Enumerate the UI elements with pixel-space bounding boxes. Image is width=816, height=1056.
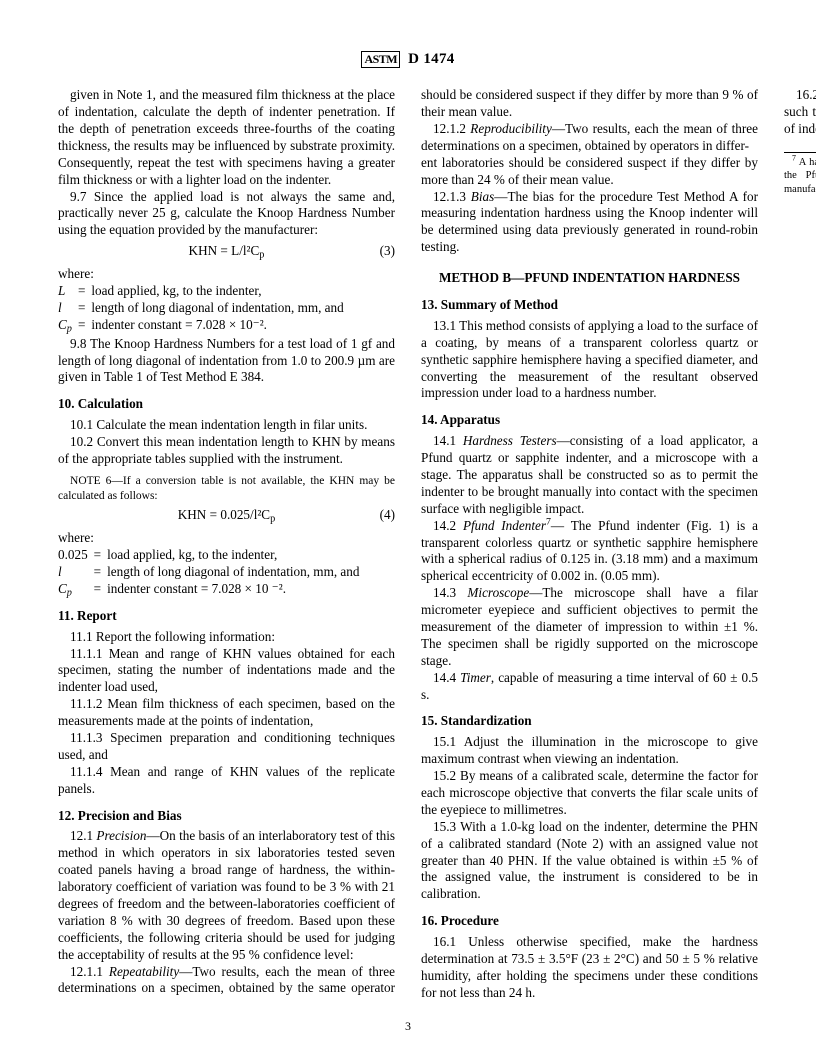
para-14-4: 14.4 Timer, capable of measuring a time … bbox=[421, 670, 758, 704]
sec-13: 13. Summary of Method bbox=[421, 297, 758, 314]
para-10-2: 10.2 Convert this mean indentation lengt… bbox=[58, 434, 395, 468]
body-columns: given in Note 1, and the measured film t… bbox=[58, 87, 758, 1007]
para-16-1: 16.1 Unless otherwise specified, make th… bbox=[421, 934, 758, 1002]
para-12-1-2: 12.1.2 Reproducibility—Two results, each… bbox=[421, 121, 758, 155]
para-14-3: 14.3 Microscope—The microscope shall hav… bbox=[421, 585, 758, 669]
para-13-1: 13.1 This method consists of applying a … bbox=[421, 318, 758, 402]
where-2: where: bbox=[58, 530, 395, 547]
method-b-title: METHOD B—PFUND INDENTATION HARDNESS bbox=[421, 270, 758, 287]
note-6: NOTE 6—If a conversion table is not avai… bbox=[58, 474, 395, 503]
sec-16: 16. Procedure bbox=[421, 913, 758, 930]
para-12-1-2-cont: ent laboratories should be considered su… bbox=[421, 155, 758, 189]
sec-12: 12. Precision and Bias bbox=[58, 808, 395, 825]
para-9-cont: given in Note 1, and the measured film t… bbox=[58, 87, 395, 188]
defs-eq4: 0.025=load applied, kg, to the indenter,… bbox=[58, 547, 359, 598]
para-14-2: 14.2 Pfund Indenter7— The Pfund indenter… bbox=[421, 518, 758, 586]
sec-11: 11. Report bbox=[58, 608, 395, 625]
sec-15: 15. Standardization bbox=[421, 713, 758, 730]
footnote-rule bbox=[784, 152, 816, 153]
footnote-7: 7 A hardness tester meeting the apparatu… bbox=[784, 156, 816, 196]
equation-3: KHN = L/l²Cp (3) bbox=[58, 243, 395, 260]
where-1: where: bbox=[58, 266, 395, 283]
page-number: 3 bbox=[0, 1019, 816, 1034]
para-12-1-3: 12.1.3 Bias—The bias for the procedure T… bbox=[421, 189, 758, 257]
para-15-2: 15.2 By means of a calibrated scale, det… bbox=[421, 768, 758, 819]
astm-logo: ASTM bbox=[361, 51, 400, 68]
para-11-1-1: 11.1.1 Mean and range of KHN values obta… bbox=[58, 646, 395, 697]
equation-4: KHN = 0.025/l²Cp (4) bbox=[58, 507, 395, 524]
para-10-1: 10.1 Calculate the mean indentation leng… bbox=[58, 417, 395, 434]
para-11-1: 11.1 Report the following information: bbox=[58, 629, 395, 646]
para-15-1: 15.1 Adjust the illumination in the micr… bbox=[421, 734, 758, 768]
page-header: ASTM D 1474 bbox=[58, 50, 758, 69]
para-14-1: 14.1 Hardness Testers—consisting of a lo… bbox=[421, 433, 758, 517]
para-16-2: 16.2 Rigidly attach the specimens to the… bbox=[784, 87, 816, 138]
para-11-1-3: 11.1.3 Specimen preparation and conditio… bbox=[58, 730, 395, 764]
para-15-3: 15.3 With a 1.0-kg load on the indenter,… bbox=[421, 819, 758, 903]
para-11-1-2: 11.1.2 Mean film thickness of each speci… bbox=[58, 696, 395, 730]
sec-10: 10. Calculation bbox=[58, 396, 395, 413]
defs-eq3: L=load applied, kg, to the indenter, l=l… bbox=[58, 283, 344, 334]
para-12-1: 12.1 Precision—On the basis of an interl… bbox=[58, 828, 395, 963]
para-9-7: 9.7 Since the applied load is not always… bbox=[58, 189, 395, 240]
designation: D 1474 bbox=[408, 51, 454, 67]
para-11-1-4: 11.1.4 Mean and range of KHN values of t… bbox=[58, 764, 395, 798]
sec-14: 14. Apparatus bbox=[421, 412, 758, 429]
para-9-8: 9.8 The Knoop Hardness Numbers for a tes… bbox=[58, 336, 395, 387]
